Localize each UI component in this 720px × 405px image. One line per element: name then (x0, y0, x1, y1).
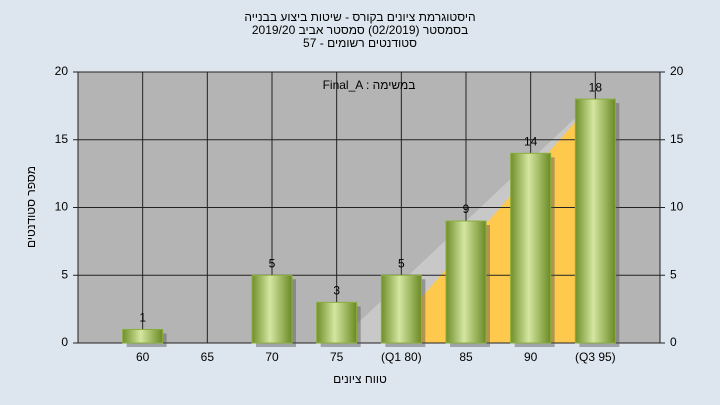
bar (380, 274, 422, 344)
bar (122, 328, 164, 344)
data-label: 5 (269, 256, 276, 270)
chart-title: היסטוגרמת ציונים בקורס - שיטות ביצוע בבנ… (244, 10, 475, 24)
x-axis-label: טווח ציונים (333, 372, 387, 386)
data-label: 9 (463, 202, 470, 216)
y-axis-label: מספר סטודנטים (24, 166, 38, 248)
x-tick-label: 85 (459, 350, 473, 364)
bar (251, 274, 293, 344)
x-tick-label: 70 (265, 350, 279, 364)
y2-tick-label: 0 (670, 335, 677, 349)
x-tick-label: (Q3 95) (575, 350, 616, 364)
x-tick-label: 60 (136, 350, 150, 364)
x-tick-label: 65 (201, 350, 215, 364)
y2-tick-label: 20 (670, 64, 684, 78)
chart-subtitle: סטודנטים רשומים - 57 (303, 36, 417, 50)
y-tick-label: 15 (55, 132, 69, 146)
y-tick-label: 5 (61, 267, 68, 281)
y-tick-label: 20 (55, 64, 69, 78)
x-tick-label: 75 (330, 350, 344, 364)
y-tick-label: 0 (61, 335, 68, 349)
bar (445, 220, 487, 344)
chart-subtitle: בסמסטר (02/2019) סמסטר אביב 2019/20 (252, 23, 468, 37)
data-label: 3 (333, 284, 340, 298)
annotation: Final_A : במשימה (323, 78, 416, 92)
bar (574, 98, 616, 344)
bar (510, 152, 552, 344)
data-label: 14 (524, 134, 538, 148)
data-label: 18 (589, 80, 603, 94)
y-tick-label: 10 (55, 200, 69, 214)
y2-tick-label: 10 (670, 200, 684, 214)
x-tick-label: (Q1 80) (381, 350, 422, 364)
y2-tick-label: 5 (670, 267, 677, 281)
bar (316, 301, 358, 344)
x-tick-label: 90 (524, 350, 538, 364)
y2-tick-label: 15 (670, 132, 684, 146)
data-label: 5 (398, 256, 405, 270)
data-label: 1 (139, 311, 146, 325)
